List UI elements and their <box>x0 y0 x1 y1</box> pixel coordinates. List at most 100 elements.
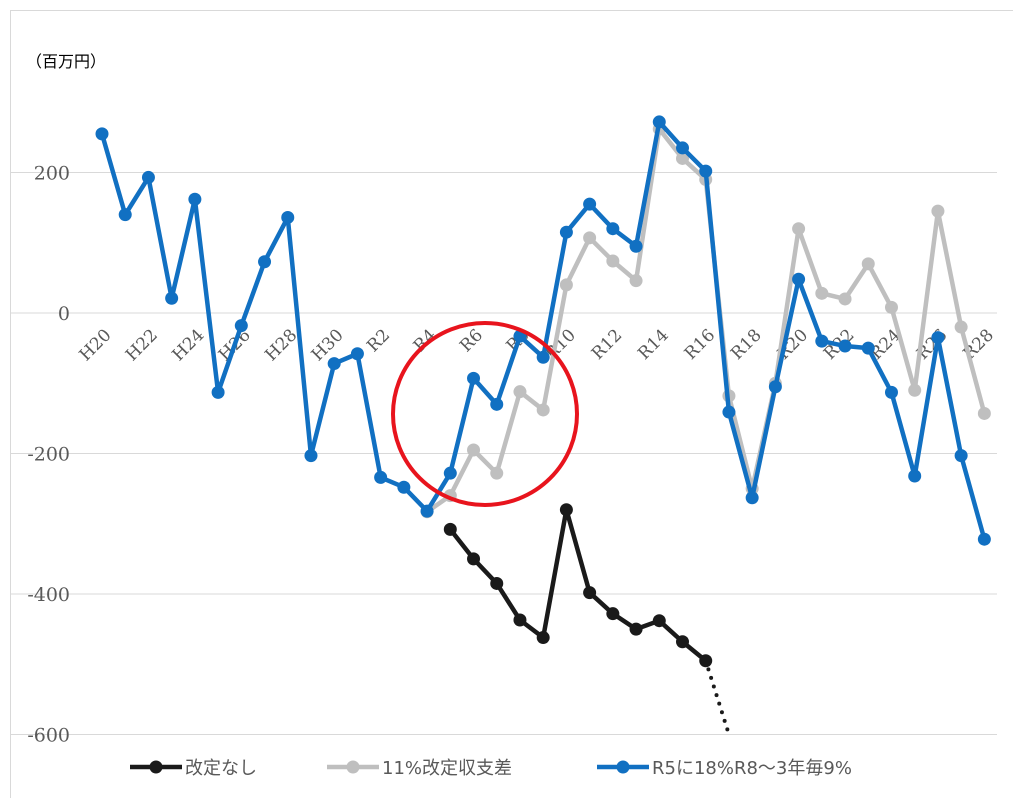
data-point <box>234 319 248 333</box>
data-point <box>977 406 991 420</box>
data-point <box>838 292 852 306</box>
data-point <box>420 504 434 518</box>
data-point <box>350 347 364 361</box>
y-tick-label: -400 <box>27 584 70 606</box>
x-tick-label: H24 <box>168 325 208 365</box>
y-tick-label: -600 <box>27 725 70 747</box>
data-point <box>629 622 643 636</box>
data-point <box>884 300 898 314</box>
x-tick-label: R12 <box>588 325 626 363</box>
y-tick-label: 0 <box>58 303 70 325</box>
legend-label: 改定なし <box>185 758 257 779</box>
data-point <box>443 522 457 536</box>
data-point <box>536 350 550 364</box>
data-point <box>281 210 295 224</box>
y-axis-ticks: 200 0 -200 -400 -600 <box>27 163 70 747</box>
data-point <box>676 141 689 155</box>
data-point <box>490 397 504 411</box>
data-point <box>815 286 829 300</box>
data-point <box>374 470 388 484</box>
x-tick-label: R2 <box>363 325 394 356</box>
data-point <box>304 449 318 463</box>
data-point <box>652 614 666 628</box>
data-point <box>397 480 411 494</box>
legend: 改定なし 11%改定収支差 R5に18%R8～3年毎9% <box>130 758 852 779</box>
data-point <box>699 654 713 668</box>
data-point <box>931 331 945 345</box>
data-point <box>768 380 782 394</box>
data-point <box>258 255 272 269</box>
data-point <box>583 231 597 245</box>
data-point <box>490 466 504 480</box>
legend-marker <box>149 760 163 774</box>
legend-label: R5に18%R8～3年毎9% <box>652 758 852 779</box>
x-tick-label: R6 <box>456 325 487 356</box>
series-layer <box>95 115 991 737</box>
data-point <box>606 254 620 268</box>
data-point <box>722 405 736 419</box>
data-point <box>792 222 806 236</box>
data-point <box>676 151 689 165</box>
data-point <box>699 164 713 178</box>
data-point <box>861 257 875 271</box>
data-point <box>908 469 922 483</box>
highlight-circle <box>391 321 579 507</box>
series-0 <box>443 503 731 737</box>
data-point <box>165 291 179 305</box>
legend-label: 11%改定収支差 <box>382 758 512 779</box>
data-point <box>559 503 573 517</box>
data-point <box>327 357 341 371</box>
data-point <box>559 278 573 292</box>
data-point <box>745 491 759 505</box>
series-line <box>448 507 708 663</box>
data-point <box>536 403 550 417</box>
data-point <box>513 613 527 627</box>
x-tick-label: R4 <box>410 325 441 356</box>
data-point <box>954 320 968 334</box>
data-point <box>629 274 643 288</box>
x-tick-label: H28 <box>261 325 301 365</box>
series-2 <box>95 115 991 546</box>
data-point <box>908 383 922 397</box>
data-point <box>467 371 481 385</box>
data-point <box>211 385 225 399</box>
data-point <box>977 532 991 546</box>
x-tick-label: R18 <box>727 325 765 363</box>
data-point <box>606 222 620 236</box>
data-point <box>118 208 132 222</box>
data-point <box>513 385 527 399</box>
unit-label: （百万円） <box>26 52 106 71</box>
data-point <box>490 576 504 590</box>
data-point <box>884 385 898 399</box>
annotation-layer <box>391 321 579 507</box>
data-point <box>141 170 155 184</box>
data-point <box>838 339 852 353</box>
data-point <box>629 239 643 253</box>
data-point <box>954 449 968 463</box>
data-point <box>188 192 202 206</box>
data-point <box>676 635 689 649</box>
data-point <box>606 607 620 621</box>
data-point <box>792 272 806 286</box>
x-tick-label: R14 <box>634 325 672 363</box>
x-tick-label: H22 <box>122 325 162 365</box>
data-point <box>861 341 875 355</box>
data-point <box>536 631 550 645</box>
x-tick-label: H20 <box>76 325 116 365</box>
data-point <box>467 443 481 457</box>
data-point <box>815 334 829 348</box>
data-point <box>443 466 457 480</box>
data-point <box>467 552 481 566</box>
data-point <box>583 197 597 211</box>
y-tick-label: 200 <box>34 163 70 185</box>
x-tick-label: R16 <box>681 325 719 363</box>
data-point <box>931 204 945 218</box>
data-point <box>95 127 109 141</box>
chart-frame <box>10 10 1013 798</box>
data-point <box>652 115 666 129</box>
legend-marker <box>346 760 360 774</box>
legend-marker <box>616 760 630 774</box>
projection-line <box>703 658 731 737</box>
y-tick-label: -200 <box>27 444 70 466</box>
